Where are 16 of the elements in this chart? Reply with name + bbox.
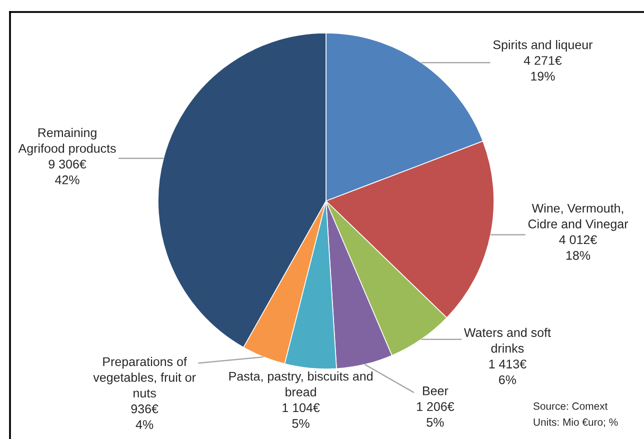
slice-label: Remaining Agrifood products [18,128,116,156]
slice-label: Waters and soft drinks [464,328,551,353]
data-label: 1 413€ 6% [489,360,526,384]
data-label: 936€ 4% [131,404,158,429]
slice-label: Beer [423,386,448,396]
data-label: 4 012€ 18% [559,235,597,260]
slice-label: Pasta, pastry, biscuits and bread [229,372,372,396]
slice-label: Wine, Vermouth, Cidre and Vinegar [528,204,628,231]
data-label: 4 271€ 19% [524,56,562,81]
source-note: Source: Comext [533,402,608,410]
slice-label: Spirits and liqueur [493,40,593,52]
data-label: 1 104€ 5% [282,403,320,428]
data-label: 9 306€ 42% [48,160,86,184]
text: Units: Mio €uro; % [534,418,618,428]
slice-label: Preparations of vegetables, fruit or nuts [93,356,196,398]
data-label: 1 206€ 5% [417,402,454,427]
